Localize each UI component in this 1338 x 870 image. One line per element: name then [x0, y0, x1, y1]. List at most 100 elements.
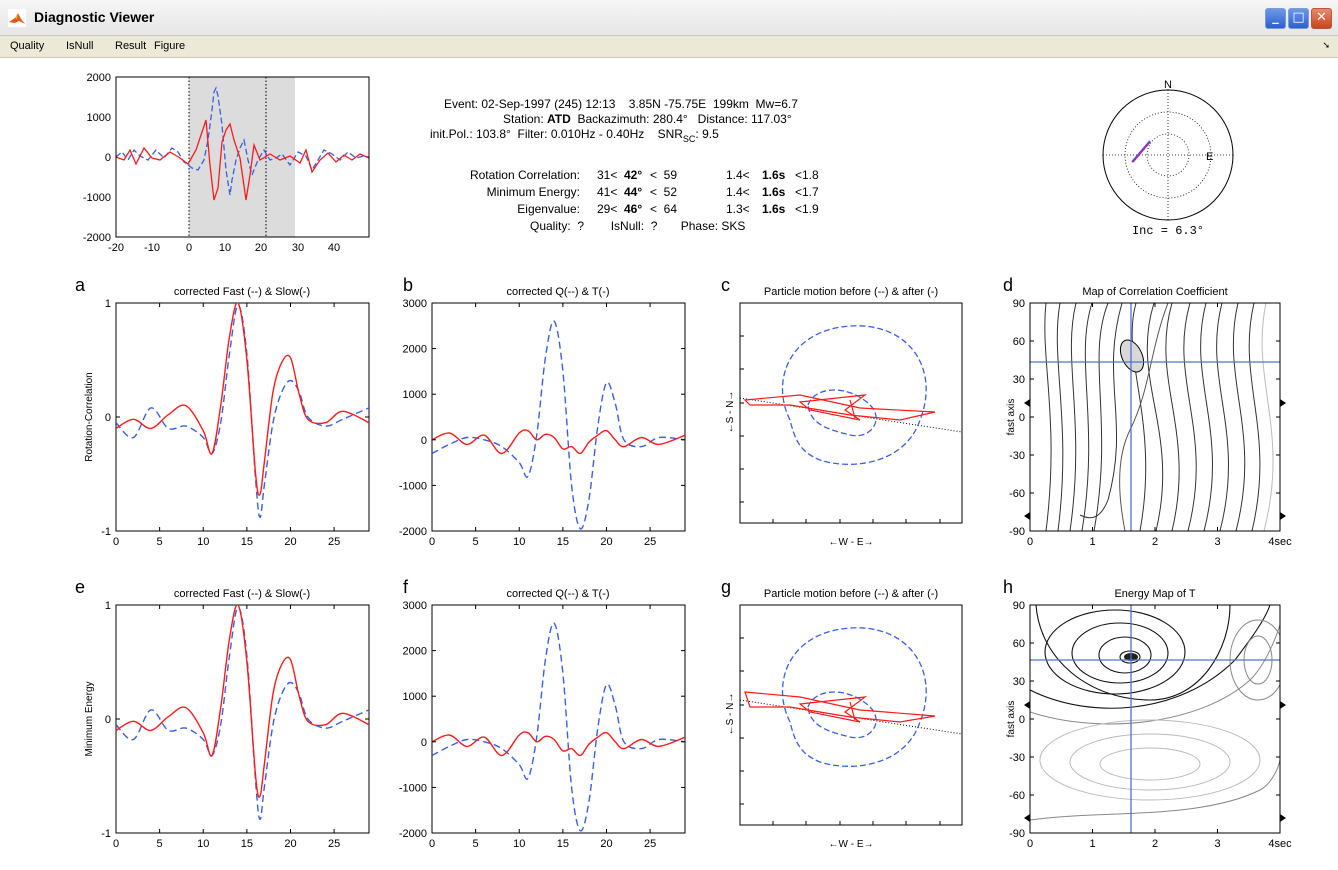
panel-title: Particle motion before (--) & after (-) [764, 588, 938, 600]
result-row-me: Minimum Energy: 41< 44° < 52 1.4< 1.6s <… [487, 185, 819, 199]
contour [1044, 303, 1052, 531]
overview-xtick: 20 [255, 242, 267, 254]
result-dt-lo: 1.3< [726, 202, 750, 216]
title-bar: Diagnostic Viewer _ □ ✕ [0, 0, 1338, 36]
snr-value: : 9.5 [695, 127, 719, 141]
ytick-label: 2000 [403, 646, 427, 658]
menu-quality[interactable]: Quality [10, 40, 45, 52]
xtick-label: 1 [1089, 838, 1095, 850]
series-line-slow [116, 303, 369, 496]
matlab-app-icon [8, 9, 26, 27]
panel-ylabel: Minimum Energy [84, 681, 95, 756]
xtick-label: 25 [644, 838, 656, 850]
xtick-label: 1 [1089, 536, 1095, 548]
result-phi: 44° [624, 185, 642, 199]
overview-ytick: 2000 [87, 72, 111, 84]
xtick-label: 10 [197, 838, 209, 850]
selection-window[interactable] [189, 77, 295, 237]
menu-isnull[interactable]: IsNull [66, 40, 94, 52]
result-method: Minimum Energy: [487, 185, 580, 199]
panel-h: h Energy Map of T fast axis [1003, 577, 1292, 850]
xtick-label: 5 [473, 838, 479, 850]
xtick-label: 15 [557, 838, 569, 850]
xtick-label: 5 [157, 838, 163, 850]
xtick-label: 4sec [1268, 838, 1292, 850]
ytick-label: 60 [1013, 638, 1025, 650]
panel-a: a corrected Fast (--) & Slow(-) Rotation… [75, 275, 370, 548]
null-marker [1024, 814, 1030, 822]
series-line-t [432, 731, 685, 757]
ytick-label: 0 [1019, 714, 1025, 726]
initpol-text: init.Pol.: 103.8° Filter: 0.010Hz - 0.40… [430, 127, 683, 141]
series-line-fast [116, 304, 369, 519]
panel-title: corrected Fast (--) & Slow(-) [174, 286, 310, 298]
overview-xtick: 0 [186, 242, 192, 254]
contour [1056, 303, 1064, 531]
axes-frame [739, 302, 963, 524]
overview-ticks: 2000 1000 0 -1000 -2000 -20 -10 0 10 20 … [83, 72, 340, 254]
contour [1261, 303, 1274, 531]
axes-frame [115, 604, 370, 834]
contour [1079, 303, 1123, 519]
contour [1093, 303, 1109, 531]
ytick-label: -60 [1009, 488, 1025, 500]
series-line-t [432, 429, 685, 455]
axis-ticks: 0 5 10 15 20 25-101 [101, 600, 369, 850]
axes-frame [1029, 604, 1281, 834]
xtick-label: 2 [1152, 536, 1158, 548]
result-phi-lo: 41< [597, 185, 617, 199]
minimize-button[interactable]: _ [1265, 8, 1286, 29]
station-prefix: Station: [503, 112, 547, 126]
result-phi-lo: 31< [597, 168, 617, 182]
contour [1098, 636, 1152, 674]
stereonet-ring [1146, 133, 1190, 177]
particle-motion-before [781, 325, 927, 465]
overview-ytick: 1000 [87, 112, 111, 124]
contour [1200, 303, 1213, 531]
ytick-label: 1 [105, 298, 111, 310]
panel-letter: b [403, 275, 413, 295]
ytick-label: 0 [421, 737, 427, 749]
contour-lines-inner [1030, 605, 1271, 709]
maximize-button[interactable]: □ [1288, 8, 1309, 29]
overview-xtick: 30 [292, 242, 304, 254]
ytick-label: -60 [1009, 790, 1025, 802]
axis-ticks [740, 335, 941, 523]
contour [1030, 624, 1280, 725]
xtick-label: 4sec [1268, 536, 1292, 548]
xtick-label: 10 [513, 536, 525, 548]
result-method: Rotation Correlation: [470, 168, 580, 182]
ytick-label: -1000 [399, 480, 427, 492]
ytick-label: 2000 [403, 344, 427, 356]
xtick-label: 20 [284, 838, 296, 850]
contour [1131, 303, 1147, 531]
result-phi: 46° [624, 202, 642, 216]
contour [1183, 303, 1197, 531]
overview-ytick: -2000 [83, 232, 111, 244]
contour [1035, 605, 1231, 701]
ytick-label: 60 [1013, 336, 1025, 348]
result-dt: 1.6s [762, 185, 786, 199]
correlation-map [1030, 303, 1280, 531]
figure-canvas: 2000 1000 0 -1000 -2000 -20 -10 0 10 20 … [75, 72, 1292, 850]
xtick-label: 0 [1027, 838, 1033, 850]
xtick-label: 0 [113, 838, 119, 850]
close-button[interactable]: ✕ [1311, 8, 1332, 29]
contour [1248, 303, 1261, 531]
stereonet: N E Inc = 6.3° [1102, 79, 1234, 238]
null-marker [1280, 512, 1286, 520]
particle-motion-after [744, 691, 936, 723]
null-marker [1024, 512, 1030, 520]
panel-letter: h [1003, 577, 1013, 597]
result-dt-lo: 1.4< [726, 168, 750, 182]
ytick-label: 30 [1013, 676, 1025, 688]
contour [1030, 605, 1271, 709]
toolbar-dock-arrow-icon[interactable]: ➘ [1322, 40, 1330, 50]
menu-result[interactable]: Result [115, 40, 147, 52]
panel-title: corrected Fast (--) & Slow(-) [174, 588, 310, 600]
ytick-label: 0 [421, 435, 427, 447]
xtick-label: 10 [513, 838, 525, 850]
xtick-label: 2 [1152, 838, 1158, 850]
window-title: Diagnostic Viewer [34, 9, 155, 25]
menu-figure[interactable]: Figure [154, 40, 186, 52]
